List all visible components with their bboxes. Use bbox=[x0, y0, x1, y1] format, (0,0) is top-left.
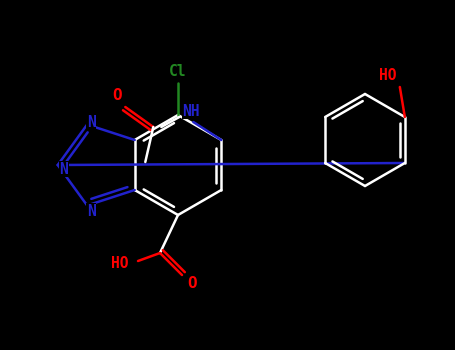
Text: NH: NH bbox=[182, 104, 200, 119]
Text: N: N bbox=[60, 161, 68, 176]
Text: N: N bbox=[87, 115, 96, 130]
Text: O: O bbox=[112, 88, 122, 103]
Text: HO: HO bbox=[111, 256, 129, 271]
Text: HO: HO bbox=[379, 68, 397, 83]
Text: O: O bbox=[187, 275, 197, 290]
Text: Cl: Cl bbox=[169, 64, 187, 79]
Text: N: N bbox=[87, 204, 96, 219]
